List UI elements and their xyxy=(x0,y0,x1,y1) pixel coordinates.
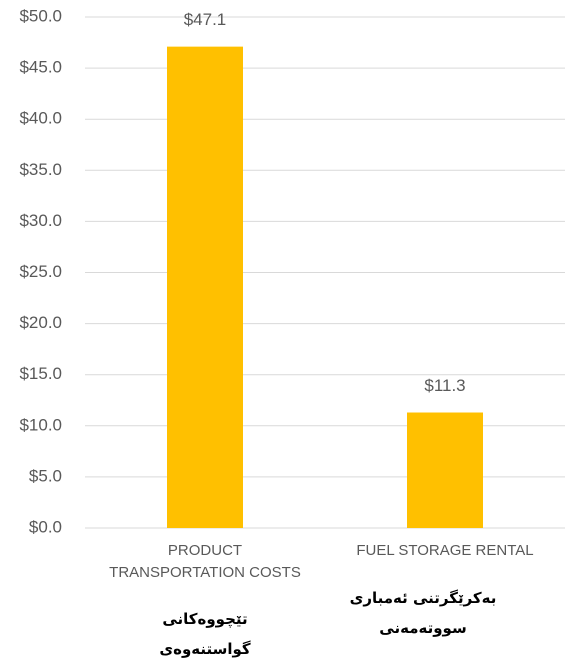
y-tick-label: $25.0 xyxy=(19,262,62,281)
data-label: $11.3 xyxy=(424,376,465,395)
y-tick-label: $0.0 xyxy=(29,517,62,536)
y-tick-label: $40.0 xyxy=(19,109,62,128)
y-tick-label: $15.0 xyxy=(19,364,62,383)
y-tick-label: $5.0 xyxy=(29,466,62,485)
bar xyxy=(407,412,483,528)
x-tick-label: FUEL STORAGE RENTAL xyxy=(356,542,534,559)
y-tick-label: $35.0 xyxy=(19,160,62,179)
y-tick-label: $45.0 xyxy=(19,58,62,77)
x-tick-label: PRODUCT TRANSPORTATION COSTS xyxy=(109,542,301,581)
bar xyxy=(167,46,243,528)
data-label: $47.1 xyxy=(184,10,227,29)
y-tick-label: $30.0 xyxy=(19,211,62,230)
y-tick-label: $50.0 xyxy=(19,6,62,25)
category-translation: بەکرێگرتنی ئەمباری سووتەمەنی xyxy=(349,589,497,637)
category-translation: تێچووەکانی گواستنەوەی بەرهەمەکان xyxy=(159,610,251,658)
y-tick-label: $10.0 xyxy=(19,415,62,434)
y-tick-label: $20.0 xyxy=(19,313,62,332)
